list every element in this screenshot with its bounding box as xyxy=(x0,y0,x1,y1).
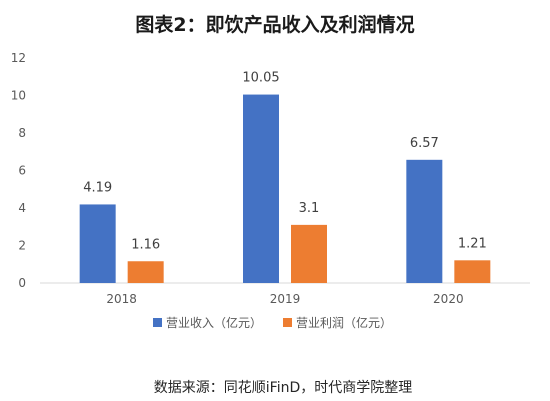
bar-profit-2018 xyxy=(127,261,164,283)
data-label-revenue-2019: 10.05 xyxy=(242,71,279,86)
legend: 营业收入（亿元） 营业利润（亿元） xyxy=(153,315,392,330)
legend-swatch-revenue xyxy=(153,318,162,327)
x-tick-label: 2020 xyxy=(433,292,464,306)
legend-swatch-profit xyxy=(283,318,292,327)
y-axis: 0 2 4 6 8 10 12 xyxy=(11,51,26,290)
bar-revenue-2019 xyxy=(243,94,279,283)
x-axis: 2018 2019 2020 xyxy=(106,292,463,306)
x-tick-label: 2019 xyxy=(270,292,301,306)
bar-profit-2019 xyxy=(291,224,327,283)
bar-revenue-2018 xyxy=(79,204,116,283)
y-tick-label: 2 xyxy=(18,239,26,253)
legend-label-revenue: 营业收入（亿元） xyxy=(166,315,262,330)
y-tick-label: 4 xyxy=(18,201,26,215)
y-tick-label: 12 xyxy=(11,51,26,65)
legend-label-profit: 营业利润（亿元） xyxy=(296,315,392,330)
y-tick-label: 8 xyxy=(18,126,26,140)
bar-revenue-2020 xyxy=(406,159,443,283)
source-note: 数据来源：同花顺iFinD，时代商学院整理 xyxy=(154,380,412,396)
data-label-profit-2018: 1.16 xyxy=(131,237,160,252)
bars-group: 4.19 1.16 10.05 3.1 6.57 1.21 xyxy=(79,71,491,283)
data-label-profit-2020: 1.21 xyxy=(458,236,487,251)
x-tick-label: 2018 xyxy=(106,292,137,306)
chart-title: 图表2：即饮产品收入及利润情况 xyxy=(135,13,414,36)
y-tick-label: 0 xyxy=(18,276,26,290)
data-label-profit-2019: 3.1 xyxy=(299,201,320,216)
data-label-revenue-2018: 4.19 xyxy=(83,180,112,195)
y-tick-label: 10 xyxy=(11,89,26,103)
bar-profit-2020 xyxy=(454,260,491,283)
data-label-revenue-2020: 6.57 xyxy=(410,136,439,151)
y-tick-label: 6 xyxy=(18,164,26,178)
